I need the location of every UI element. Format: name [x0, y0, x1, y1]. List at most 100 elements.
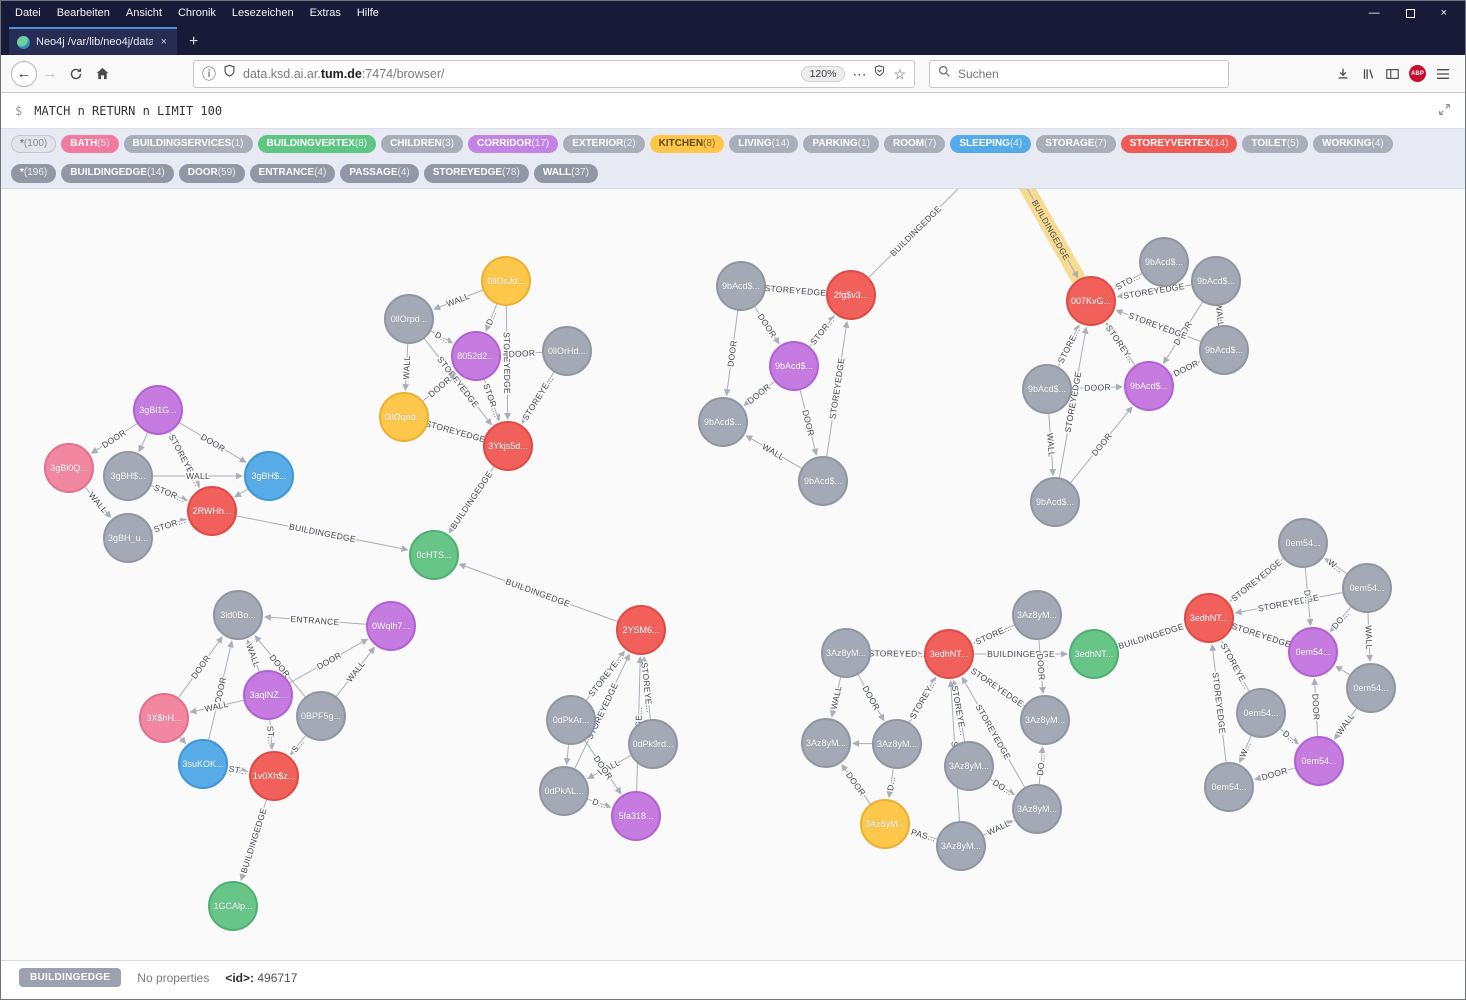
graph-edge[interactable]: STOREYEDGE — [1234, 591, 1343, 616]
node-pill-corridor[interactable]: CORRIDOR (17) — [467, 134, 559, 154]
graph-node[interactable]: 9bAcd$... — [698, 397, 748, 447]
graph-edge[interactable]: WALL — [1212, 301, 1228, 329]
tab-close-icon[interactable]: × — [160, 36, 167, 48]
rel-pill-buildingedge[interactable]: BUILDINGEDGE (14) — [61, 164, 174, 183]
graph-edge[interactable]: ST... — [227, 762, 250, 778]
rel-pill-wall[interactable]: WALL (37) — [533, 164, 598, 183]
graph-edge[interactable]: DOOR — [857, 674, 885, 722]
node-pill-bath[interactable]: BATH (5) — [61, 134, 119, 154]
graph-node[interactable]: 0dPkAL... — [539, 766, 589, 816]
graph-node[interactable]: 3suKOK... — [178, 739, 228, 789]
graph-node[interactable]: 3gBl0Q... — [44, 443, 94, 493]
graph-edge[interactable]: WALL — [433, 289, 483, 310]
node-pill-sleeping[interactable]: SLEEPING (4) — [950, 134, 1032, 154]
graph-edge[interactable] — [179, 736, 187, 745]
graph-node[interactable]: 0em54... — [1342, 563, 1392, 613]
hamburger-menu-icon[interactable] — [1430, 61, 1455, 87]
graph-edge[interactable]: D... — [884, 768, 899, 799]
graph-edge[interactable]: BUILDINGEDGE — [1116, 620, 1187, 653]
graph-edge[interactable]: DOOR — [1033, 639, 1048, 695]
graph-node[interactable]: 0dPk9rd... — [628, 719, 678, 769]
graph-edge[interactable]: D... — [482, 304, 500, 332]
graph-edge[interactable]: STOREYE... — [519, 371, 557, 424]
graph-node[interactable]: 0llOrpd... — [384, 294, 434, 344]
graph-node[interactable]: 9bAcd$... — [716, 261, 766, 311]
graph-node[interactable]: 0llOqnd... — [379, 392, 429, 442]
graph-edge[interactable]: STOREYEDGE — [423, 417, 488, 446]
forward-button[interactable]: → — [42, 65, 58, 82]
graph-edge[interactable]: DOOR — [1070, 406, 1133, 483]
graph-node[interactable]: 9bAcd$... — [769, 341, 819, 391]
graph-node[interactable]: 3Az8yM... — [860, 799, 910, 849]
graph-node[interactable]: 0em54... — [1294, 736, 1344, 786]
graph-node[interactable]: 9bAcd$... — [1139, 237, 1189, 287]
graph-edge[interactable]: DOOR — [724, 310, 740, 397]
graph-node[interactable]: 3gBH_u... — [103, 513, 153, 563]
graph-edge[interactable]: DO... — [1034, 745, 1048, 785]
graph-node[interactable]: 3edhNT... — [1069, 629, 1119, 679]
maximize-icon[interactable] — [1405, 8, 1415, 18]
menu-bearbeiten[interactable]: Bearbeiten — [56, 7, 110, 19]
graph-edge[interactable]: PAS... — [908, 825, 938, 845]
graph-edge[interactable]: STOR... — [807, 314, 838, 349]
graph-edge[interactable]: STOREYEDGE — [1228, 555, 1286, 604]
graph-node[interactable]: 0llOrHd... — [542, 326, 592, 376]
node-pill-children[interactable]: CHILDREN (3) — [381, 134, 463, 154]
graph-edge[interactable]: DOOR — [1170, 356, 1201, 380]
graph-edge[interactable]: DOOR — [501, 346, 543, 361]
node-pill-buildingvertex[interactable]: BUILDINGVERTEX (8) — [257, 134, 377, 154]
graph-edge[interactable]: DOOR — [1253, 764, 1296, 784]
graph-edge[interactable]: STOREYEDGE — [1209, 643, 1229, 763]
graph-node[interactable]: 9bAcd$... — [798, 456, 848, 506]
graph-edge[interactable]: D... — [1279, 727, 1299, 747]
node-pill-living[interactable]: LIVING (14) — [729, 134, 799, 154]
node-pill-working[interactable]: WORKING (4) — [1313, 134, 1393, 154]
selected-relationship-pill[interactable]: BUILDINGEDGE — [19, 968, 122, 987]
graph-node[interactable]: 007KvG... — [1066, 276, 1116, 326]
graph-edge[interactable]: W... — [1324, 556, 1347, 576]
cypher-editor[interactable]: $ MATCH n RETURN n LIMIT 100 — [1, 93, 1465, 129]
tracking-shield-icon[interactable] — [223, 64, 236, 83]
graph-edge[interactable]: DOOR — [841, 764, 871, 805]
node-pill-buildingservices[interactable]: BUILDINGSERVICES (1) — [123, 134, 253, 154]
library-icon[interactable] — [1355, 61, 1380, 87]
graph-node[interactable]: 0dPkAr... — [546, 695, 596, 745]
graph-node[interactable]: 3Az8yM... — [1012, 590, 1062, 640]
graph-edge[interactable]: STORE... — [972, 620, 1014, 648]
adblock-icon[interactable]: ABP — [1405, 61, 1430, 87]
expand-icon[interactable] — [1438, 103, 1451, 119]
menu-datei[interactable]: Datei — [15, 7, 41, 19]
graph-edge[interactable]: STOREYED... — [867, 647, 927, 661]
graph-node[interactable]: 9bAcd$... — [1124, 361, 1174, 411]
graph-edge[interactable]: BUILDINGEDGE — [447, 466, 496, 534]
graph-node[interactable]: 3Az8yM... — [872, 719, 922, 769]
minimize-icon[interactable]: — — [1368, 6, 1380, 19]
graph-edge[interactable]: WALL — [745, 435, 802, 469]
graph-edge[interactable]: BUILDINGEDGE — [974, 648, 1068, 661]
graph-node[interactable]: 1GCAlp... — [208, 881, 258, 931]
graph-edge[interactable]: DOOR — [754, 306, 780, 345]
graph-edge[interactable]: STOREYEDGE — [826, 320, 850, 457]
graph-edge[interactable] — [1335, 665, 1351, 676]
graph-node[interactable]: 9bAcd$... — [1199, 325, 1249, 375]
menu-ansicht[interactable]: Ansicht — [125, 7, 162, 19]
graph-edge[interactable]: WALL — [189, 697, 244, 715]
graph-edge[interactable]: WALL — [1362, 612, 1376, 663]
graph-edge[interactable]: STOREYEDGE — [500, 305, 514, 421]
graph-edge[interactable]: WALL — [1044, 413, 1058, 477]
graph-edge[interactable]: STOREYEDGE — [1229, 619, 1294, 651]
node-pill-kitchen[interactable]: KITCHEN (8) — [649, 134, 725, 154]
graph-edge[interactable]: WALL — [84, 486, 111, 519]
graph-edge[interactable]: STOR... — [150, 481, 188, 506]
graph-edge[interactable]: W... — [1236, 735, 1254, 764]
graph-edge[interactable]: DOOR — [1309, 677, 1323, 737]
graph-edge[interactable]: WALL — [1333, 708, 1358, 740]
graph-node[interactable]: 2YSM6... — [616, 605, 666, 655]
graph-node[interactable]: 0em54... — [1288, 627, 1338, 677]
graph-edge[interactable]: DOOR — [799, 390, 819, 456]
graph-edge[interactable]: STORE... — [1054, 324, 1083, 367]
rel-pill-star[interactable]: * (196) — [11, 164, 57, 183]
graph-edge[interactable]: DOOR — [208, 640, 234, 740]
graph-node[interactable]: 3edhNT... — [1184, 593, 1234, 643]
graph-node[interactable]: 0llOsJd... — [481, 256, 531, 306]
